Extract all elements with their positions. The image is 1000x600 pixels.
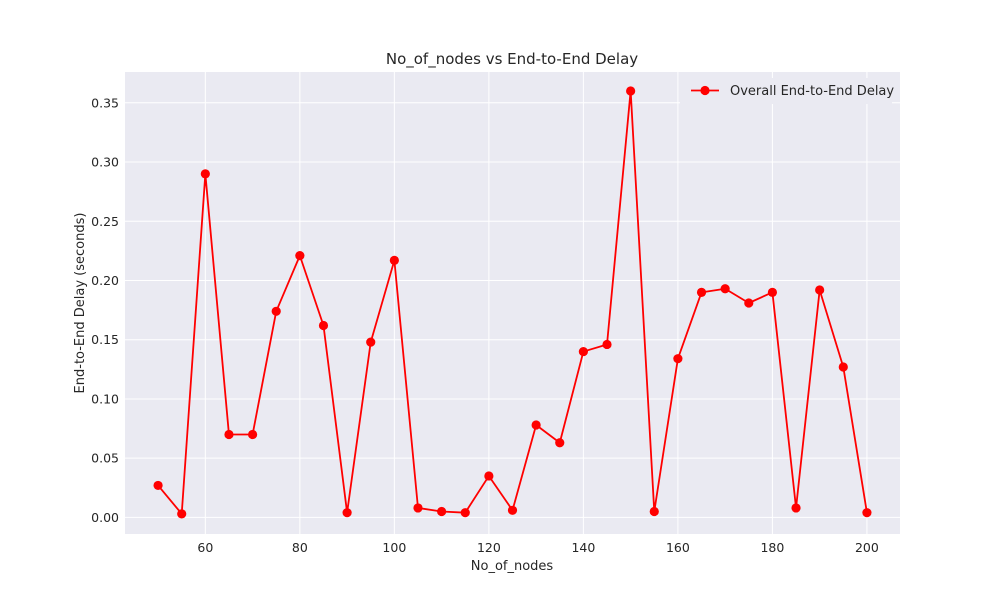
x-tick-label: 60 [197, 540, 213, 555]
data-point [626, 86, 636, 96]
data-point [389, 255, 399, 265]
data-point [247, 429, 258, 440]
data-point [318, 320, 329, 331]
grid-lines [125, 72, 900, 534]
data-point [815, 285, 825, 295]
x-axis-ticks: 60 80 100 120 140 160 180 200 [197, 540, 879, 555]
data-point [224, 429, 234, 440]
data-point [413, 503, 423, 513]
y-tick-label: 0.05 [91, 451, 119, 466]
y-axis-label: End-to-End Delay (seconds) [73, 213, 88, 394]
data-point [200, 169, 210, 179]
data-point [437, 506, 447, 517]
x-tick-label: 120 [477, 540, 501, 555]
y-tick-label: 0.35 [91, 95, 119, 110]
series-layer [153, 86, 872, 519]
data-point [602, 339, 612, 350]
x-tick-label: 200 [855, 540, 879, 555]
x-tick-label: 80 [292, 540, 308, 555]
data-point [531, 420, 541, 430]
data-point [862, 508, 872, 518]
data-point [578, 346, 588, 357]
x-tick-label: 140 [571, 540, 595, 555]
legend-marker [700, 85, 710, 96]
y-tick-label: 0.15 [91, 332, 119, 347]
data-point [649, 506, 659, 517]
y-tick-label: 0.00 [91, 510, 119, 525]
data-point [720, 284, 730, 294]
data-point [744, 298, 754, 308]
data-point [460, 508, 470, 518]
data-point [673, 354, 683, 364]
data-point [791, 503, 801, 513]
data-point [366, 337, 376, 347]
data-point [177, 509, 187, 519]
data-point [342, 508, 352, 518]
y-tick-label: 0.10 [91, 391, 119, 406]
chart-title: No_of_nodes vs End-to-End Delay [386, 50, 638, 69]
x-tick-label: 100 [382, 540, 406, 555]
y-tick-label: 0.20 [91, 273, 119, 288]
legend: Overall End-to-End Delay [680, 78, 894, 104]
x-axis-label: No_of_nodes [471, 559, 554, 574]
data-point [838, 362, 848, 372]
y-tick-label: 0.25 [91, 214, 119, 229]
data-point [696, 287, 707, 297]
x-tick-label: 160 [666, 540, 690, 555]
data-point [507, 505, 518, 515]
plot-area [125, 72, 900, 534]
legend-label: Overall End-to-End Delay [730, 84, 894, 99]
data-point [295, 251, 305, 261]
data-point [555, 438, 565, 448]
data-point [271, 306, 281, 316]
y-axis-ticks: 0.00 0.05 0.10 0.15 0.20 0.25 0.30 0.35 [91, 95, 119, 525]
y-tick-label: 0.30 [91, 155, 119, 170]
data-point [484, 471, 494, 481]
x-tick-label: 180 [760, 540, 784, 555]
data-point [153, 480, 163, 491]
data-point [767, 287, 778, 297]
